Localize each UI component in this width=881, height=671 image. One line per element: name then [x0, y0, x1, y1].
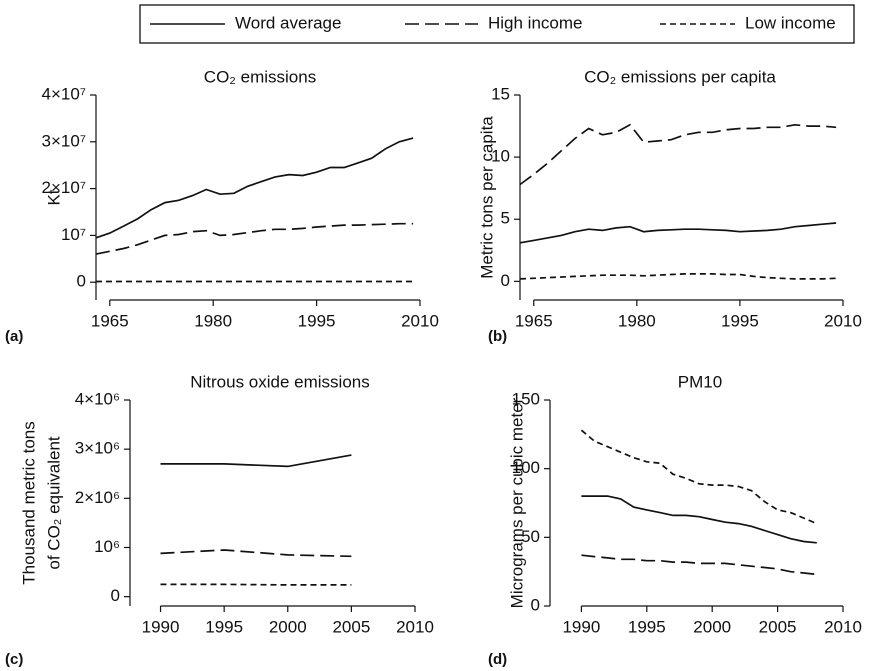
series-line	[160, 454, 352, 468]
x-tick-label: 1990	[562, 617, 600, 636]
chart-title: Nitrous oxide emissions	[190, 372, 370, 391]
y-tick-label: 4×10⁶	[75, 389, 120, 408]
panel-label: (d)	[488, 651, 507, 668]
y-tick-label: 2×10⁷	[42, 178, 86, 197]
series-line	[581, 495, 817, 544]
y-tick-label: 10⁷	[61, 225, 86, 244]
y-tick-label: 4×10⁷	[42, 84, 86, 103]
y-tick-label: 10⁶	[94, 537, 120, 556]
series-line	[581, 554, 817, 576]
series-line	[95, 137, 414, 239]
y-tick-label: 5	[501, 209, 510, 228]
y-axis-label: Micrograms per cubic meter	[507, 397, 526, 608]
y-axis-label: of CO₂ equivalent	[44, 436, 63, 570]
chart-title: CO₂ emissions per capita	[584, 67, 776, 86]
series-line	[519, 123, 837, 186]
x-tick-label: 1980	[618, 311, 656, 330]
y-tick-label: 0	[501, 271, 510, 290]
legend-label: Low income	[745, 13, 836, 32]
x-tick-label: 2010	[401, 311, 439, 330]
y-tick-label: 150	[512, 389, 540, 408]
series-line	[519, 222, 837, 244]
x-tick-label: 1995	[721, 311, 759, 330]
x-tick-label: 1965	[515, 311, 553, 330]
x-tick-label: 2010	[396, 617, 434, 636]
panel-label: (a)	[5, 328, 23, 345]
y-axis-label: Metric tons per capita	[477, 116, 496, 279]
x-tick-label: 2005	[332, 617, 370, 636]
legend-box	[139, 4, 855, 44]
y-tick-label: 0	[111, 586, 120, 605]
series-line	[160, 583, 352, 586]
x-tick-label: 2000	[693, 617, 731, 636]
series-line	[519, 273, 837, 280]
legend-label: Word average	[235, 13, 341, 32]
y-tick-label: 2×10⁶	[75, 488, 120, 507]
x-tick-label: 1995	[628, 617, 666, 636]
legend-label: High income	[488, 13, 583, 32]
x-tick-label: 2000	[269, 617, 307, 636]
x-tick-label: 2010	[824, 617, 862, 636]
panel-label: (c)	[5, 651, 23, 668]
series-line	[160, 549, 352, 558]
chart-title: CO₂ emissions	[204, 67, 316, 86]
x-tick-label: 2010	[824, 311, 862, 330]
x-tick-label: 1995	[298, 311, 336, 330]
y-tick-label: 10	[491, 147, 510, 166]
x-tick-label: 2005	[759, 617, 797, 636]
y-axis-label: Kt	[44, 189, 63, 205]
y-tick-label: 15	[491, 84, 510, 103]
panel-label: (b)	[488, 328, 507, 345]
chart-title: PM10	[678, 372, 722, 391]
x-tick-label: 1995	[205, 617, 243, 636]
y-axis-label: Thousand metric tons	[19, 421, 38, 584]
y-tick-label: 0	[531, 595, 540, 614]
x-tick-label: 1980	[194, 311, 232, 330]
x-tick-label: 1990	[142, 617, 180, 636]
y-tick-label: 50	[521, 527, 540, 546]
series-line	[580, 429, 818, 525]
y-tick-label: 3×10⁷	[42, 131, 86, 150]
y-tick-label: 0	[77, 272, 86, 291]
y-tick-label: 3×10⁶	[75, 439, 120, 458]
x-tick-label: 1965	[91, 311, 129, 330]
y-tick-label: 100	[512, 458, 540, 477]
series-line	[95, 222, 414, 255]
